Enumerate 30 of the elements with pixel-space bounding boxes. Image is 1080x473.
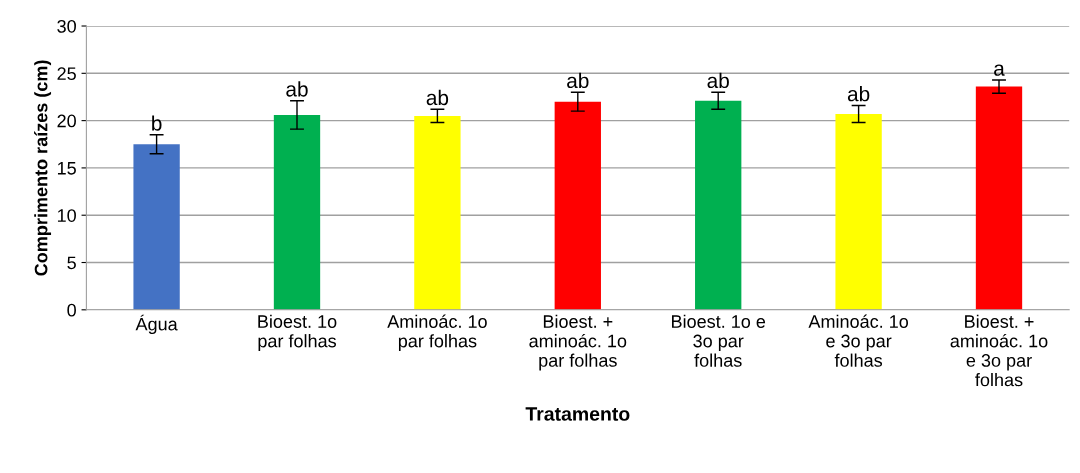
x-tick-label: Bioest. + aminoác. 1o par folhas bbox=[529, 314, 627, 371]
bar bbox=[133, 144, 180, 310]
x-tick-label: Bioest. + aminoác. 1o e 3o par folhas bbox=[950, 314, 1048, 387]
bar bbox=[835, 113, 882, 310]
bar bbox=[554, 101, 601, 310]
y-axis-title: Comprimento raízes (cm) bbox=[34, 60, 52, 276]
annotation: ab bbox=[847, 86, 870, 102]
y-tick-label: 10 bbox=[57, 209, 76, 222]
y-tick-label: 5 bbox=[67, 256, 76, 270]
bar bbox=[695, 100, 742, 310]
annotation: ab bbox=[567, 72, 589, 89]
annotation: ab bbox=[707, 72, 729, 89]
annotation: a bbox=[994, 64, 1005, 76]
y-tick-label: 25 bbox=[57, 67, 76, 81]
x-axis-title: Tratamento bbox=[525, 407, 630, 421]
y-tick-label: 15 bbox=[57, 162, 76, 175]
annotation: ab bbox=[286, 81, 308, 97]
annotation: b bbox=[152, 115, 162, 131]
x-tick-label: Aminoác. 1o e 3o par folhas bbox=[808, 314, 909, 367]
x-tick-label: Aminoác. 1o par folhas bbox=[387, 314, 487, 351]
x-tick-label: Água bbox=[135, 314, 178, 335]
annotation: ab bbox=[426, 89, 449, 106]
y-tick-label: 20 bbox=[57, 114, 76, 128]
y-tick-label: 0 bbox=[67, 303, 76, 317]
x-tick-label: Bioest. 1o par folhas bbox=[258, 314, 337, 351]
bar bbox=[975, 86, 1023, 310]
bar bbox=[273, 114, 321, 310]
x-tick-label: Bioest. 1o e 3o par folhas bbox=[672, 314, 766, 367]
y-tick-label: 30 bbox=[57, 19, 76, 33]
bar bbox=[414, 115, 461, 310]
